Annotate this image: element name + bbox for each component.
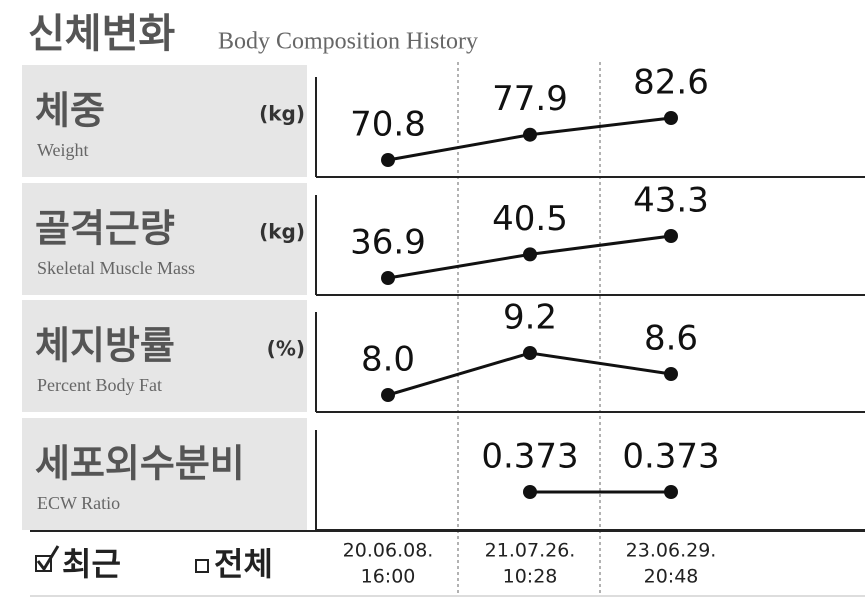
value-label: 0.373 <box>481 437 578 477</box>
row-unit: (kg) <box>259 102 305 126</box>
value-label: 8.6 <box>644 319 698 359</box>
column-time: 20:48 <box>644 566 699 588</box>
row-label: 골격근량 <box>35 207 175 251</box>
row-unit: (kg) <box>259 220 305 244</box>
value-label: 77.9 <box>492 79 568 119</box>
label-panel <box>22 65 307 177</box>
row-unit: (%) <box>267 337 305 361</box>
subtitle: Body Composition History <box>218 29 478 55</box>
all-label: 전체 <box>214 545 273 583</box>
checkmark <box>36 545 60 572</box>
label-panel <box>22 418 307 530</box>
value-label: 70.8 <box>350 105 426 145</box>
row-label-en: Percent Body Fat <box>37 375 162 395</box>
title: 신체변화 <box>28 11 175 57</box>
value-label: 43.3 <box>633 181 709 221</box>
row-label: 체중 <box>35 89 105 133</box>
column-date: 21.07.26. <box>485 540 576 562</box>
checkbox <box>195 559 209 573</box>
column-time: 10:28 <box>503 566 558 588</box>
data-point <box>664 485 678 499</box>
column-date: 23.06.29. <box>626 540 717 562</box>
data-point <box>381 271 395 285</box>
row-label: 체지방률 <box>35 324 175 368</box>
value-label: 36.9 <box>350 223 426 263</box>
value-label: 82.6 <box>633 63 709 103</box>
value-label: 9.2 <box>503 298 557 338</box>
row-label-en: Skeletal Muscle Mass <box>37 258 195 278</box>
data-point <box>664 111 678 125</box>
checkbox <box>35 555 52 572</box>
data-point <box>664 367 678 381</box>
all-button[interactable]: 전체 <box>195 545 273 583</box>
row-label-en: ECW Ratio <box>37 493 120 513</box>
value-label: 0.373 <box>622 437 719 477</box>
column-time: 16:00 <box>361 566 416 588</box>
label-panel <box>22 300 307 412</box>
column-date: 20.06.08. <box>343 540 434 562</box>
row-label: 세포외수분비 <box>35 442 245 486</box>
data-point <box>523 346 537 360</box>
value-label: 40.5 <box>492 199 568 239</box>
recent-label: 최근 <box>62 545 121 583</box>
recent-button[interactable]: 최근 <box>35 545 121 583</box>
data-point <box>664 229 678 243</box>
value-label: 8.0 <box>361 340 415 380</box>
label-panel <box>22 183 307 295</box>
data-point <box>523 127 537 142</box>
data-point <box>381 153 395 167</box>
data-point <box>523 247 537 262</box>
data-point <box>381 388 395 402</box>
data-point <box>523 485 537 499</box>
row-label-en: Weight <box>37 140 89 160</box>
